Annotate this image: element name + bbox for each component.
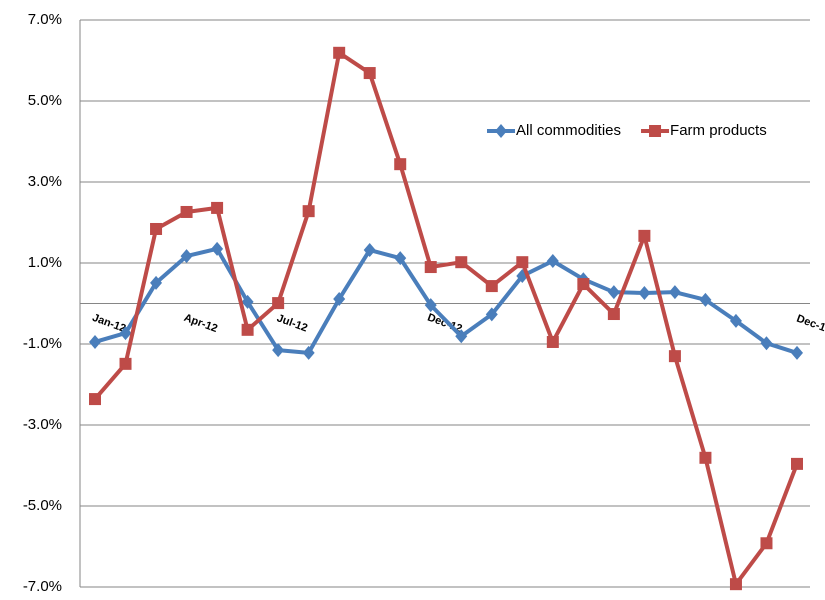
marker (638, 229, 651, 242)
y-tick-label: -1.0% (23, 335, 62, 352)
y-tick-label: 5.0% (28, 92, 62, 109)
marker (516, 256, 529, 269)
marker (424, 298, 437, 313)
marker (760, 336, 773, 351)
marker (180, 249, 193, 264)
marker (89, 393, 101, 406)
marker (699, 292, 712, 307)
y-tick-label: 3.0% (28, 173, 62, 190)
marker (638, 285, 651, 300)
marker (333, 46, 346, 59)
marker (668, 285, 681, 300)
marker (363, 243, 376, 258)
marker (119, 326, 132, 341)
y-tick-label: -3.0% (23, 416, 62, 433)
marker (272, 343, 285, 358)
marker (302, 345, 315, 360)
marker (333, 292, 346, 307)
marker (729, 578, 742, 591)
marker (394, 251, 407, 266)
marker (485, 307, 498, 322)
marker (363, 67, 376, 80)
marker (577, 278, 590, 291)
marker (607, 285, 620, 300)
marker (546, 335, 559, 348)
marker (760, 537, 773, 550)
y-tick-label: 7.0% (28, 11, 62, 28)
marker (729, 313, 742, 328)
marker (455, 329, 468, 344)
marker (424, 261, 437, 274)
marker (211, 241, 224, 256)
legend-label: All commodities (516, 122, 621, 139)
legend-marker (649, 125, 662, 137)
marker (272, 297, 285, 310)
marker (211, 201, 224, 214)
marker (791, 457, 803, 470)
marker (607, 308, 620, 321)
marker (119, 357, 132, 370)
marker (791, 345, 803, 360)
marker (150, 275, 163, 290)
marker (455, 256, 468, 269)
y-tick-label: 1.0% (28, 254, 62, 271)
marker (546, 253, 559, 268)
y-tick-label: -7.0% (23, 578, 62, 595)
marker (241, 323, 254, 336)
y-tick-label: -5.0% (23, 497, 62, 514)
marker (699, 451, 712, 464)
marker (89, 334, 101, 349)
marker (180, 205, 193, 218)
legend-label: Farm products (670, 122, 767, 139)
marker (668, 350, 681, 363)
marker (485, 280, 498, 293)
marker (150, 222, 163, 235)
legend-marker (495, 124, 507, 138)
series-line (94, 246, 798, 355)
marker (241, 294, 254, 309)
marker (302, 205, 315, 218)
marker (394, 158, 407, 171)
